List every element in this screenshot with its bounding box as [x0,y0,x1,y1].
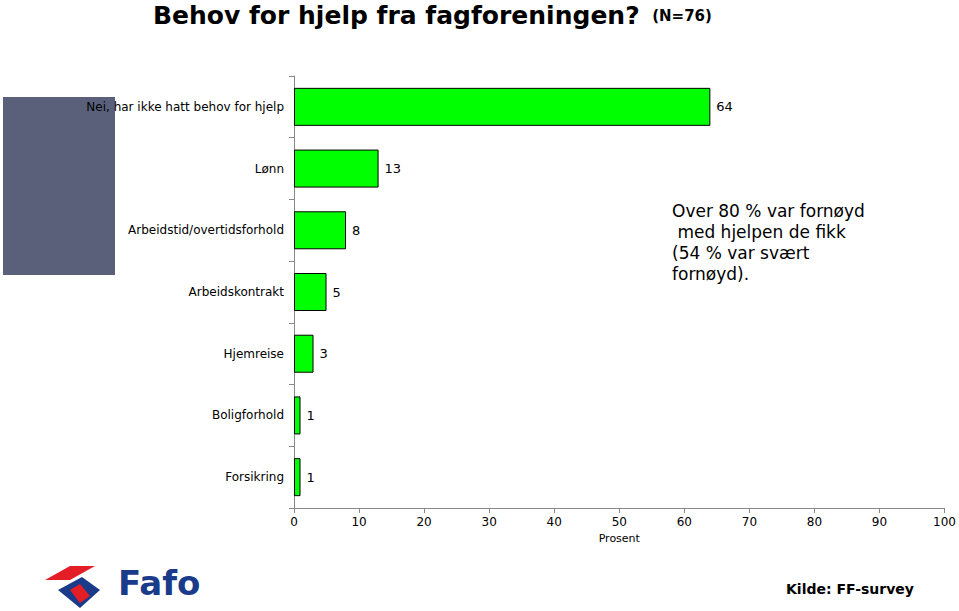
svg-text:50: 50 [612,515,627,529]
svg-text:0: 0 [290,515,298,529]
svg-text:Behov for hjelp fra fagforenin: Behov for hjelp fra fagforeningen? [153,1,640,30]
svg-text:8: 8 [352,223,360,238]
svg-text:3: 3 [320,346,328,361]
svg-text:(54 % var svært: (54 % var svært [672,243,815,263]
svg-text:30: 30 [482,515,497,529]
svg-text:70: 70 [742,515,757,529]
svg-text:80: 80 [807,515,822,529]
svg-text:20: 20 [416,515,431,529]
svg-text:10: 10 [351,515,366,529]
svg-text:fornøyd).: fornøyd). [672,264,749,284]
svg-text:13: 13 [385,161,402,176]
svg-text:Kilde: FF-survey: Kilde: FF-survey [786,581,914,597]
svg-text:(N=76): (N=76) [652,7,712,25]
svg-text:1: 1 [307,408,315,423]
svg-text:med hjelpen de fikk: med hjelpen de fikk [672,222,851,242]
svg-text:64: 64 [716,99,733,114]
svg-text:Forsikring: Forsikring [225,470,284,484]
svg-text:Arbeidskontrakt: Arbeidskontrakt [189,285,285,299]
svg-text:1: 1 [307,470,315,485]
svg-text:Prosent: Prosent [599,532,641,545]
svg-text:100: 100 [933,515,956,529]
svg-text:90: 90 [872,515,887,529]
svg-text:60: 60 [677,515,692,529]
svg-text:Nei, har ikke hatt behov for h: Nei, har ikke hatt behov for hjelp [86,100,284,114]
svg-text:Arbeidstid/overtidsforhold: Arbeidstid/overtidsforhold [128,223,284,237]
svg-text:40: 40 [547,515,562,529]
svg-text:Over 80 % var fornøyd: Over 80 % var fornøyd [672,201,865,221]
svg-text:Fafo: Fafo [118,563,200,603]
svg-text:Boligforhold: Boligforhold [212,408,284,422]
svg-text:Lønn: Lønn [255,162,284,176]
svg-text:5: 5 [333,285,341,300]
svg-text:Hjemreise: Hjemreise [224,347,284,361]
